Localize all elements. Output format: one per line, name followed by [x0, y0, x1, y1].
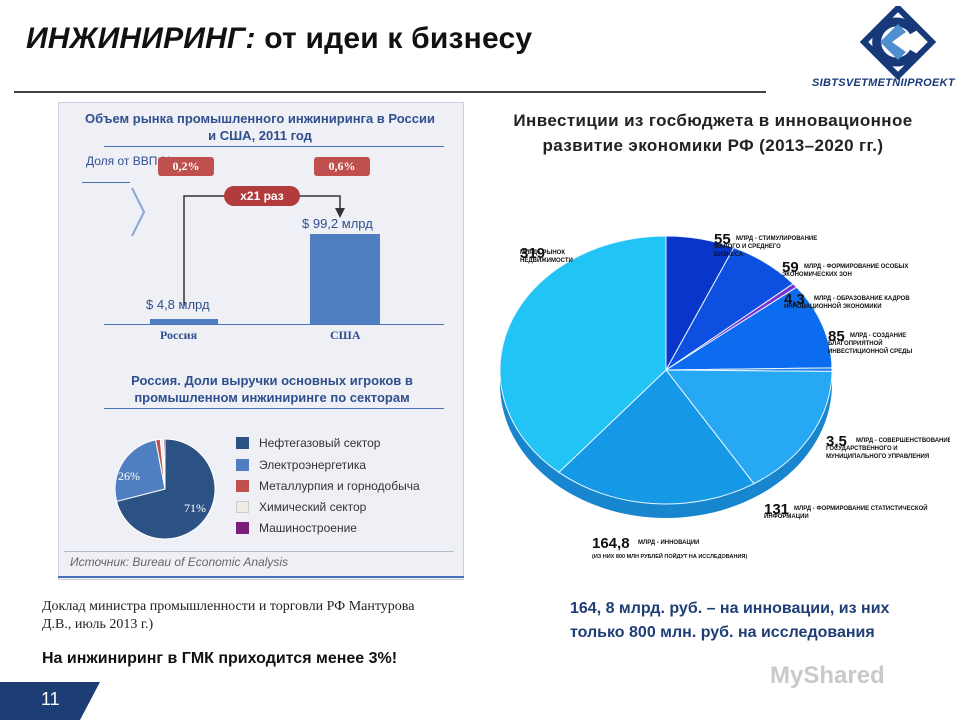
- investment-value-3: 85: [828, 328, 845, 345]
- investment-label-2: МЛРД - ОБРАЗОВАНИЕ КАДРОВ ИННОВАЦИОННОЙ Э…: [784, 296, 910, 310]
- title-divider: [14, 91, 766, 93]
- title-bold: ИНЖИНИРИНГ:: [26, 22, 256, 55]
- left-panel-border: [58, 576, 464, 578]
- investment-label-3: МЛРД - СОЗДАНИЕ БЛАГОПРИЯТНОЙ ИНВЕСТИЦИОНН…: [828, 333, 912, 355]
- sector-pie-chart: 71% 26%: [114, 438, 216, 540]
- investment-slice-3: [664, 286, 833, 371]
- investment-value-4: 3,5: [826, 433, 847, 450]
- sector-pie-title-rule: [104, 408, 444, 409]
- legend-label: Химический сектор: [259, 500, 367, 514]
- bar-category-russia: Россия: [160, 328, 198, 342]
- investment-label-0: МЛРД - СТИМУЛИРОВАНИЕ МАЛОГО И СРЕДНЕГО БИ…: [714, 236, 817, 258]
- investment-value-7: 319: [520, 245, 545, 262]
- legend-item-chemical: Химический сектор: [236, 500, 366, 514]
- investment-value-0: 55: [714, 231, 731, 248]
- ratio-badge: x21 раз: [224, 186, 300, 206]
- chevron-right-icon: [131, 187, 146, 237]
- investment-value-2: 4,3: [784, 291, 805, 308]
- investment-label-7: МЛРД - РЫНОК НЕДВИЖИМОСТИ: [520, 250, 573, 264]
- bar-value-usa: $ 99,2 млрд: [302, 216, 373, 231]
- innovation-note: 164, 8 млрд. руб. – на инновации, из них…: [570, 600, 890, 641]
- investment-slice-6: [558, 369, 755, 505]
- sector-slice-4: [162, 438, 166, 490]
- investment-slice-5: [664, 369, 833, 485]
- investment-value-6: 164,8: [592, 535, 630, 552]
- bar-axis: [104, 324, 444, 325]
- investment-sublabel-6: (ИЗ НИХ 800 МЛН РУБЛЕЙ ПОЙДУТ НА ИССЛЕДО…: [592, 552, 747, 560]
- bar-chart-title-rule: [104, 146, 444, 147]
- legend-item-machinery: Машиностроение: [236, 521, 357, 535]
- watermark-text: MyShared: [770, 662, 885, 689]
- key-note: На инжиниринг в ГМК приходится менее 3%!: [42, 650, 398, 667]
- legend-label: Машиностроение: [259, 521, 357, 535]
- bar-usa: [310, 234, 380, 325]
- legend-label: Нефтегазовый сектор: [259, 436, 381, 450]
- title-rest: от идеи к бизнесу: [255, 22, 533, 55]
- legend-item-power: Электроэнергетика: [236, 458, 366, 472]
- sector-slice-0: [115, 438, 216, 540]
- investment-value-5: 131: [764, 501, 789, 518]
- bar-russia: [150, 319, 218, 325]
- legend-swatch: [236, 501, 249, 513]
- gdp-share-badge-russia: 0,2%: [158, 157, 214, 176]
- investment-label-1: МЛРД - ФОРМИРОВАНИЕ ОСОБЫХ ЭКОНОМИЧЕСКИХ …: [782, 264, 908, 278]
- sector-label-oil-gas: 71%: [184, 501, 206, 515]
- gdp-share-badge-usa: 0,6%: [314, 157, 370, 176]
- sector-pie-title: Россия. Доли выручки основных игроков в …: [131, 373, 413, 405]
- bar-value-russia: $ 4,8 млрд: [146, 297, 210, 312]
- investment-value-1: 59: [782, 259, 799, 276]
- legend-swatch: [236, 437, 249, 449]
- legend-label: Металлурпия и горнодобыча: [259, 479, 420, 493]
- gdp-share-label: Доля от ВВП,%: [86, 154, 172, 168]
- page-number-bar: [0, 682, 100, 720]
- legend-swatch: [236, 459, 249, 471]
- source-caption: Источник: Bureau of Economic Analysis: [70, 555, 289, 569]
- investment-chart-title: Инвестиции из госбюджета в инновационное…: [513, 111, 913, 155]
- company-logo-icon: [859, 6, 937, 81]
- bar-category-usa: США: [330, 328, 361, 342]
- legend-item-metals: Металлурпия и горнодобыча: [236, 479, 420, 493]
- investment-slice-7: [499, 235, 667, 473]
- investment-pie-chart: 55 МЛРД - СТИМУЛИРОВАНИЕ МАЛОГО И СРЕДНЕГО…: [499, 231, 950, 560]
- legend-swatch: [236, 480, 249, 492]
- gdp-share-rule: [82, 182, 130, 183]
- source-rule: [64, 551, 454, 552]
- legend-label: Электроэнергетика: [259, 458, 367, 472]
- logo-text: SIBTSVETMETNIIPROEKT: [812, 77, 955, 89]
- bar-chart-title: Объем рынка промышленного инжиниринга в …: [85, 111, 435, 143]
- investment-label-5: МЛРД - ФОРМИРОВАНИЕ СТАТИСТИЧЕСКОЙ ИНФОРМ…: [764, 504, 928, 520]
- report-citation: Доклад министра промышленности и торговл…: [42, 599, 415, 632]
- legend-swatch: [236, 522, 249, 534]
- page-number: 11: [41, 689, 60, 709]
- sector-slice-1: [114, 439, 166, 503]
- legend-item-oil-gas: Нефтегазовый сектор: [236, 436, 380, 450]
- investment-label-4: МЛРД - СОВЕРШЕНСТВОВАНИЕ ГОСУДАРСТВЕННОГО…: [826, 438, 950, 460]
- sector-label-power: 26%: [118, 469, 140, 483]
- investment-label-6: МЛРД - ИННОВАЦИИ: [638, 540, 699, 546]
- page-title: ИНЖИНИРИНГ: от идеи к бизнесу: [26, 22, 532, 56]
